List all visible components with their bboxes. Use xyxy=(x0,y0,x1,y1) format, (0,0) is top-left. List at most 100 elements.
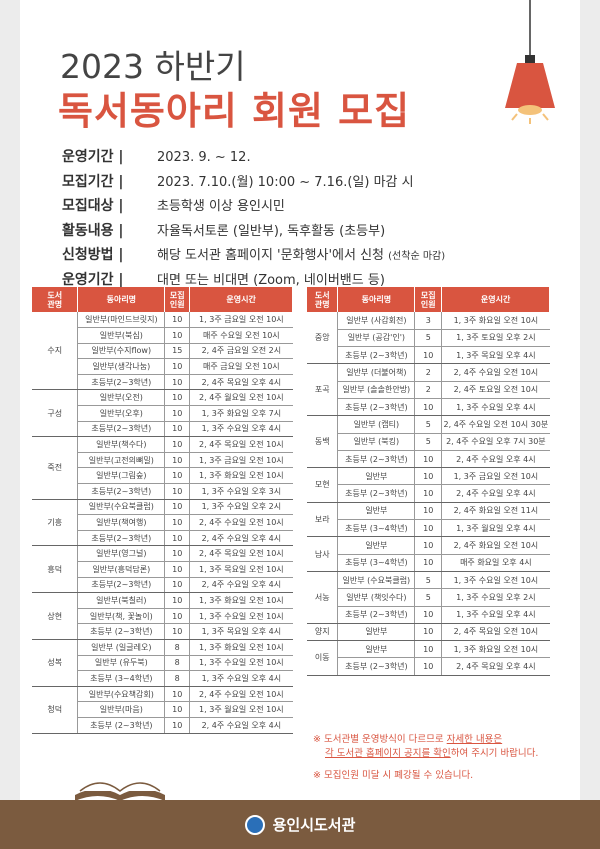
table-row: 이동 일반부 10 1, 3주 화요일 오전 10시 xyxy=(307,640,550,676)
info-row: 모집기간 | 2023. 7.10.(월) 10:00 ~ 7.16.(일) 마감… xyxy=(62,171,445,196)
table-row: 일반부(흥덕담론) 10 1, 3주 목요일 오전 10시 xyxy=(32,561,293,578)
header-row: 도서 관명 동아리명 모집 인원 운영시간 xyxy=(32,287,293,312)
table-row: 일반부(북심) 10 매주 수요일 오전 10시 xyxy=(32,327,293,344)
capacity: 8 xyxy=(164,670,190,687)
info-row: 운영기간 | 대면 또는 비대면 (Zoom, 네이버밴드 등) xyxy=(62,269,445,294)
table-row: 초등부 (3~4학년) 8 1, 3주 수요일 오후 4시 xyxy=(32,670,293,687)
table-row: 일반부(그림숲) 10 1, 3주 화요일 오전 10시 xyxy=(32,467,293,485)
schedule: 2, 4주 화요일 오전 11시 xyxy=(441,502,550,521)
club-name: 초등부 (2~3학년) xyxy=(77,623,165,640)
capacity: 10 xyxy=(414,640,442,659)
capacity: 10 xyxy=(164,545,190,562)
club-name: 일반부(오후) xyxy=(77,405,165,422)
library-name: 상현 xyxy=(32,592,78,640)
table-row: 서농 일반부 (수요북클럽) 5 1, 3주 수요일 오전 10시 xyxy=(307,571,550,624)
info-label: 운영기간 | xyxy=(62,271,124,288)
capacity: 10 xyxy=(414,450,442,469)
schedule: 1, 3주 월요일 오후 4시 xyxy=(441,519,550,538)
column-header: 동아리명 xyxy=(77,287,166,312)
table-row: 수지 일반부(마인드브릿지) 10 1, 3주 금요일 오전 10시 xyxy=(32,312,293,391)
club-name: 초등부 (2~3학년) xyxy=(337,450,415,469)
table-row: 상현 일반부(북칠러) 10 1, 3주 화요일 오전 10시 xyxy=(32,592,293,640)
capacity: 2 xyxy=(414,381,442,399)
table-row: 초등부 (3~4학년) 10 1, 3주 월요일 오후 4시 xyxy=(307,519,550,538)
club-name: 일반부 xyxy=(337,623,415,642)
info-row: 활동내용 | 자율독서토론 (일반부), 독후활동 (초등부) xyxy=(62,220,445,245)
capacity: 10 xyxy=(164,467,190,485)
capacity: 10 xyxy=(164,577,190,594)
capacity: 10 xyxy=(164,561,190,578)
capacity: 3 xyxy=(414,312,442,330)
info-value: 자율독서토론 (일반부), 독후활동 (초등부) xyxy=(157,223,386,239)
schedule: 2, 4주 목요일 오전 10시 xyxy=(189,436,293,453)
schedule: 2, 4주 수요일 오후 4시 xyxy=(189,530,293,547)
schedule: 2, 4주 목요일 오후 4시 xyxy=(189,374,293,391)
schedule: 2, 4주 수요일 오후 4시 xyxy=(189,717,293,734)
library-name: 죽전 xyxy=(32,436,78,500)
column-header: 동아리명 xyxy=(337,287,416,312)
capacity: 8 xyxy=(164,639,190,656)
capacity: 10 xyxy=(414,623,442,642)
table-row: 모현 일반부 10 1, 3주 금요일 오전 10시 xyxy=(307,467,550,503)
capacity: 10 xyxy=(414,554,442,572)
capacity: 10 xyxy=(164,327,190,344)
table-row: 일반부(책여행) 10 2, 4주 수요일 오전 10시 xyxy=(32,514,293,531)
club-name: 일반부 (더불어책) xyxy=(337,363,415,382)
library-name: 청덕 xyxy=(32,686,78,734)
footer-library-name: 용인시도서관 xyxy=(272,816,356,834)
capacity: 10 xyxy=(164,701,190,718)
club-name: 일반부(수요북클럽) xyxy=(77,499,165,516)
club-name: 일반부(고전의뼈밀) xyxy=(77,452,165,469)
title-year: 2023 하반기 xyxy=(60,47,246,86)
schedule: 1, 3주 목요일 오후 4시 xyxy=(441,346,550,365)
library-name: 포곡 xyxy=(307,363,338,417)
schedule: 1, 3주 수요일 오후 4시 xyxy=(189,421,293,438)
library-name: 동백 xyxy=(307,415,338,469)
table-row: 초등부 (3~4학년) 10 매주 화요일 오후 4시 xyxy=(307,554,550,572)
column-header: 모집 인원 xyxy=(414,287,443,312)
info-note: (선착순 마감) xyxy=(388,251,446,262)
schedule: 2, 4주 수요일 오전 10시 xyxy=(441,363,550,382)
library-name: 양지 xyxy=(307,623,338,642)
club-name: 일반부(책여행) xyxy=(77,514,165,531)
library-name: 모현 xyxy=(307,467,338,503)
schedule: 2, 4주 화요일 오전 10시 xyxy=(441,536,550,555)
table-row: 남사 일반부 10 2, 4주 화요일 오전 10시 xyxy=(307,536,550,572)
club-name: 초등부 (2~3학년) xyxy=(337,484,415,503)
capacity: 10 xyxy=(414,398,442,417)
table-row: 기흥 일반부(수요북클럽) 10 1, 3주 수요일 오후 2시 xyxy=(32,499,293,547)
table-row: 중앙 일반부 (사감회전) 3 1, 3주 화요일 오전 10시 xyxy=(307,312,550,365)
capacity: 10 xyxy=(164,312,190,329)
club-name: 일반부 (공감'인') xyxy=(337,329,415,348)
club-name: 일반부 (유두북) xyxy=(77,655,165,672)
library-name: 성복 xyxy=(32,639,78,687)
schedule: 1, 3주 수요일 오전 10시 xyxy=(189,655,293,672)
table-row: 동백 일반부 (캡티) 5 2, 4주 수요일 오전 10시 30분 xyxy=(307,415,550,469)
schedule: 2, 4주 수요일 오전 10시 30분 xyxy=(441,415,550,434)
note-1: ※ 도서관별 운영방식이 다르므로 자세한 내용은 xyxy=(313,733,538,747)
table-row: 초등부 (2~3학년) 10 1, 3주 수요일 오후 4시 xyxy=(307,606,550,624)
note-underline: 각 도서관 홈페이지 공지를 확인 xyxy=(325,748,451,759)
club-name: 초등부 (2~3학년) xyxy=(337,657,415,676)
table-row: 성복 일반부 (일글레오) 8 1, 3주 화요일 오전 10시 xyxy=(32,639,293,687)
lamp-illustration xyxy=(505,0,555,124)
capacity: 10 xyxy=(164,717,190,734)
library-logo-icon xyxy=(244,814,265,835)
schedule: 2, 4주 토요일 오전 10시 xyxy=(441,381,550,399)
table-row: 초등부(2~3학년) 10 1, 3주 수요일 오후 4시 xyxy=(32,421,293,438)
schedule: 1, 3주 수요일 오후 3시 xyxy=(189,483,293,500)
club-name: 일반부 xyxy=(337,536,415,555)
library-name: 보라 xyxy=(307,502,338,538)
capacity: 10 xyxy=(164,452,190,469)
table-row: 초등부(2~3학년) 10 1, 3주 수요일 오후 3시 xyxy=(32,483,293,500)
club-name: 일반부 xyxy=(337,467,415,486)
club-name: 일반부(오전) xyxy=(77,389,165,407)
column-header: 운영시간 xyxy=(189,287,293,312)
schedule: 1, 3주 수요일 오후 2시 xyxy=(189,499,293,516)
table-row: 초등부 (2~3학년) 10 2, 4주 수요일 오후 4시 xyxy=(307,450,550,469)
table-row: 구성 일반부(오전) 10 2, 4주 월요일 오전 10시 xyxy=(32,389,293,438)
capacity: 8 xyxy=(164,655,190,672)
note-text: ※ 도서관별 운영방식이 다르므로 xyxy=(313,734,447,745)
club-name: 일반부(북칠러) xyxy=(77,592,165,609)
capacity: 5 xyxy=(414,588,442,607)
